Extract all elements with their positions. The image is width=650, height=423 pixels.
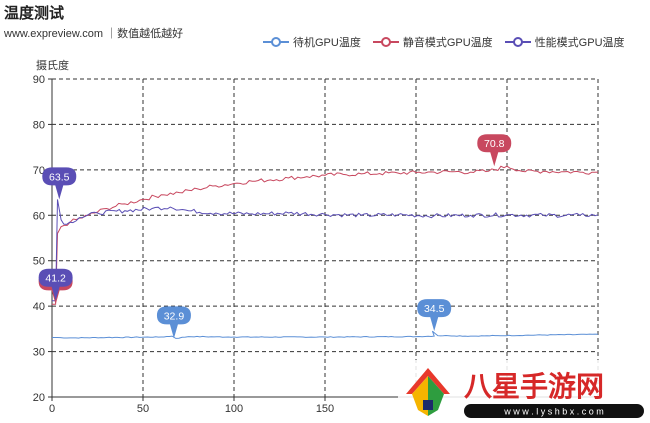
data-label-balloon [156, 306, 191, 339]
legend-item-idle[interactable]: 待机GPU温度 [263, 34, 361, 50]
data-label-marker: 32.9 [156, 306, 191, 339]
x-tick-label: 100 [225, 403, 243, 415]
chart-legend[interactable]: 待机GPU温度 静音模式GPU温度 性能模式GPU温度 [263, 34, 625, 50]
data-label-balloon [477, 134, 512, 167]
series-line-0 [52, 330, 599, 339]
legend-label-idle: 待机GPU温度 [293, 37, 361, 49]
legend-marker-perf [504, 37, 531, 47]
data-label-balloon [417, 299, 452, 332]
legend-marker-idle [263, 37, 289, 47]
watermark-text: 八星手游网 [464, 371, 604, 402]
data-label: 70.8 [484, 138, 505, 150]
y-tick-label: 70 [33, 165, 45, 177]
x-tick-label: 0 [49, 403, 55, 415]
chart-grid [52, 78, 599, 397]
series-line-2 [52, 199, 599, 302]
legend-label-quiet: 静音模式GPU温度 [402, 37, 493, 49]
y-tick-label: 20 [33, 392, 45, 404]
x-tick-label: 50 [137, 403, 149, 415]
chart-axes: 20 30 40 50 60 70 80 90 0 50 100 150 [33, 74, 598, 415]
legend-label-perf: 性能模式GPU温度 [534, 37, 625, 49]
x-tick-label: 150 [316, 403, 334, 415]
watermark-url: w w w . l y s h b x . c o m [503, 407, 604, 417]
chart-series [52, 165, 599, 339]
y-tick-label: 50 [33, 256, 45, 268]
data-label-balloon [42, 167, 77, 200]
legend-marker-quiet [372, 37, 399, 47]
data-label: 32.9 [164, 310, 185, 322]
legend-item-perf[interactable]: 性能模式GPU温度 [504, 34, 625, 50]
data-label-marker: 41.2 [38, 268, 73, 301]
watermark-logo: 八星手游网 w w w . l y s h b x . c o m [398, 360, 650, 423]
y-tick-label: 40 [33, 301, 45, 313]
data-label: 34.5 [424, 303, 445, 315]
data-label: 63.5 [49, 171, 70, 183]
y-tick-label: 80 [33, 119, 45, 131]
data-label: 41.2 [45, 273, 66, 285]
data-label-marker: 34.5 [417, 299, 452, 332]
chart-markers: 32.934.540.470.863.541.2 [38, 134, 512, 339]
data-label-balloon [38, 268, 73, 301]
y-axis-label: 摄氏度 [36, 58, 69, 72]
chart-subtitle: www.expreview.com ｜数值越低越好 [4, 28, 184, 40]
data-label-marker: 70.8 [477, 134, 512, 167]
page-title: 温度测试 [4, 5, 65, 22]
data-label-marker: 63.5 [42, 167, 77, 200]
watermark-emblem-icon [406, 368, 450, 416]
y-tick-label: 60 [33, 210, 45, 222]
y-tick-label: 30 [33, 347, 45, 359]
y-tick-label: 90 [33, 74, 45, 86]
legend-item-quiet[interactable]: 静音模式GPU温度 [372, 34, 493, 50]
series-line-1 [52, 165, 599, 305]
